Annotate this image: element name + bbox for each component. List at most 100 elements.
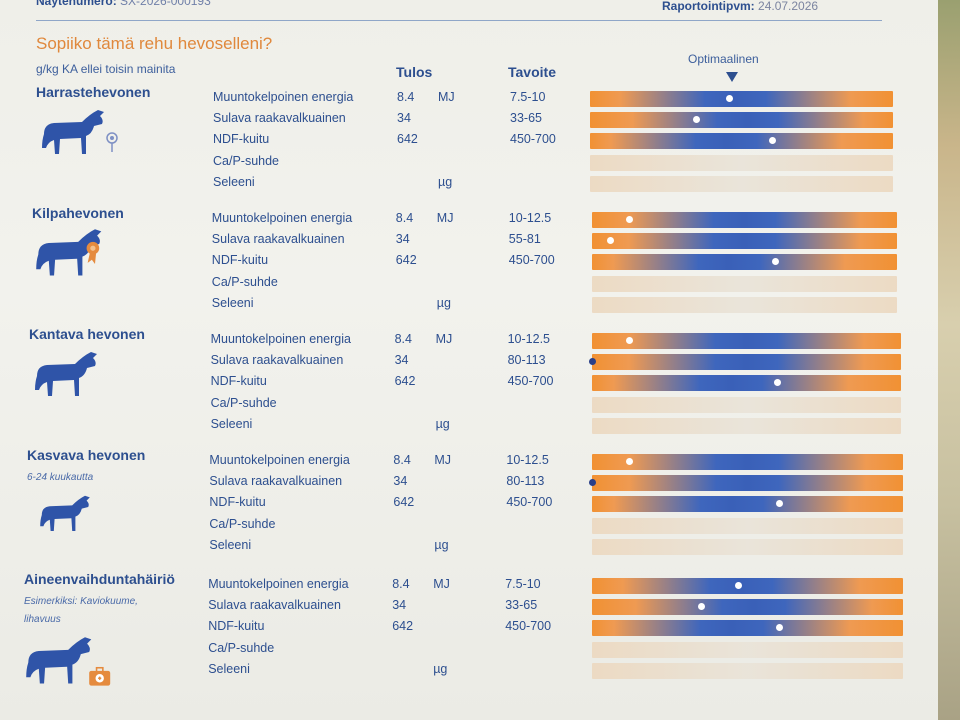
nutrient-label: Seleeni	[211, 295, 254, 310]
comparison-bar	[592, 375, 901, 392]
nutrient-label: NDF-kuitu	[208, 619, 265, 634]
comparison-bar	[592, 517, 903, 534]
group-title: Kilpahevonen	[32, 205, 124, 221]
young-horse-icon	[37, 491, 109, 540]
nutrient-label: NDF-kuitu	[211, 253, 269, 268]
nutrient-row: Ca/P-suhde	[0, 396, 938, 417]
result-unit: MJ	[435, 332, 453, 346]
nutrient-row: Sulava raakavalkuainen 34 33-65	[0, 111, 938, 132]
comparison-bar	[589, 354, 901, 371]
nutrient-row: Ca/P-suhde	[0, 154, 938, 175]
group-title: Kantava hevonen	[29, 326, 145, 342]
comparison-bar	[592, 254, 897, 271]
horse-group: Kasvava hevonen 6-24 kuukautta Muuntokelpo…	[0, 447, 938, 565]
nutrient-row: Muuntokelpoinen energia 8.4 MJ 7.5-10	[0, 577, 938, 598]
comparison-bar	[592, 578, 903, 594]
horse-with-medical-kit-icon	[22, 631, 116, 695]
nutrient-label: Muuntokelpoinen energia	[213, 90, 354, 104]
nutrient-row: NDF-kuitu 642 450-700	[0, 374, 938, 395]
result-unit: µg	[436, 295, 451, 310]
report-page: Näytenumero: SX-2026-000193 Raportointip…	[0, 0, 938, 720]
result-value: 642	[392, 619, 414, 634]
nutrient-label: Ca/P-suhde	[213, 153, 280, 168]
page-title: Sopiiko tämä rehu hevoselleni?	[36, 34, 273, 53]
units-note: g/kg KA ellei toisin mainita	[36, 62, 176, 76]
horse-group: Aineenvaihduntahäiriö Esimerkiksi: Kaviok…	[0, 571, 938, 689]
group-title: Harrastehevonen	[36, 84, 151, 100]
nutrient-row: Seleeni µg	[0, 175, 938, 196]
optimal-arrow-icon	[726, 72, 738, 82]
optimal-label: Optimaalinen	[688, 52, 759, 66]
comparison-bar	[592, 417, 901, 434]
nutrient-label: Muuntokelpoinen energia	[210, 332, 351, 346]
target-range: 10-12.5	[508, 211, 552, 225]
target-range: 55-81	[508, 232, 541, 247]
comparison-bar	[592, 454, 903, 470]
nutrient-label: Sulava raakavalkuainen	[213, 111, 346, 126]
nutrient-label: Ca/P-suhde	[209, 516, 276, 531]
nutrient-row: Sulava raakavalkuainen 34 55-81	[0, 232, 938, 253]
nutrient-row: Muuntokelpoinen energia 8.4 MJ 10-12.5	[0, 211, 938, 232]
nutrient-row: Seleeni µg	[0, 662, 938, 683]
comparison-bar	[592, 212, 897, 228]
result-unit: MJ	[438, 90, 455, 104]
comparison-bar	[592, 296, 897, 313]
target-range: 450-700	[510, 132, 556, 147]
nutrient-row: Sulava raakavalkuainen 34 80-113	[0, 353, 938, 374]
comparison-bar	[592, 396, 901, 413]
comparison-bar	[592, 662, 903, 679]
target-range: 10-12.5	[507, 332, 550, 346]
result-value: 642	[394, 374, 416, 389]
nutrient-row: Ca/P-suhde	[0, 275, 938, 296]
horse-group: Harrastehevonen Muuntokelpoinen energia 8.…	[0, 84, 938, 202]
result-marker	[697, 603, 705, 611]
comparison-bar	[590, 175, 893, 192]
comparison-bar	[592, 275, 897, 292]
comparison-bar	[592, 620, 903, 637]
nutrient-label: Ca/P-suhde	[210, 395, 277, 410]
nutrient-row: Ca/P-suhde	[0, 517, 938, 538]
comparison-bar	[590, 154, 893, 171]
result-marker	[626, 458, 634, 465]
result-unit: µg	[438, 174, 453, 189]
result-marker	[772, 258, 779, 266]
nutrient-row: Seleeni µg	[0, 538, 938, 559]
nutrient-row: Seleeni µg	[0, 296, 938, 317]
result-marker	[626, 337, 634, 344]
result-unit: µg	[434, 537, 449, 552]
comparison-bar	[590, 133, 893, 150]
target-range: 33-65	[510, 111, 542, 126]
nutrient-label: NDF-kuitu	[210, 374, 267, 389]
group-title: Aineenvaihduntahäiriö	[24, 571, 175, 587]
nutrient-row: Muuntokelpoinen energia 8.4 MJ 10-12.5	[0, 332, 938, 353]
nutrient-label: Muuntokelpoinen energia	[211, 211, 353, 225]
nutrient-label: Ca/P-suhde	[208, 640, 275, 655]
nutrient-label: Sulava raakavalkuainen	[208, 598, 341, 613]
nutrient-row: Seleeni µg	[0, 417, 938, 438]
comparison-bar	[592, 333, 901, 349]
result-value: 642	[393, 495, 415, 510]
comparison-bar	[590, 112, 893, 129]
result-unit: MJ	[433, 577, 450, 591]
result-marker	[726, 95, 734, 102]
sample-number-value: SX-2026-000193	[120, 0, 211, 8]
group-subtitle: 6-24 kuukautta	[27, 472, 94, 483]
result-marker	[735, 582, 743, 589]
result-unit: µg	[435, 416, 450, 431]
nutrient-row: NDF-kuitu 642 450-700	[0, 619, 938, 640]
comparison-bar	[592, 496, 903, 513]
comparison-bar	[592, 641, 903, 658]
result-marker	[693, 116, 701, 124]
target-range: 450-700	[508, 253, 555, 268]
target-range: 33-65	[505, 598, 538, 613]
report-date-label: Raportointipvm:	[662, 0, 755, 13]
result-unit: MJ	[434, 453, 452, 467]
nutrient-label: Ca/P-suhde	[211, 274, 278, 289]
nutrient-row: NDF-kuitu 642 450-700	[0, 495, 938, 516]
nutrient-row: Sulava raakavalkuainen 34 80-113	[0, 474, 938, 495]
result-value: 34	[393, 474, 408, 489]
result-value: 8.4	[394, 332, 412, 346]
comparison-bar	[592, 233, 897, 250]
result-marker	[775, 500, 783, 508]
nutrient-row: NDF-kuitu 642 450-700	[0, 253, 938, 274]
